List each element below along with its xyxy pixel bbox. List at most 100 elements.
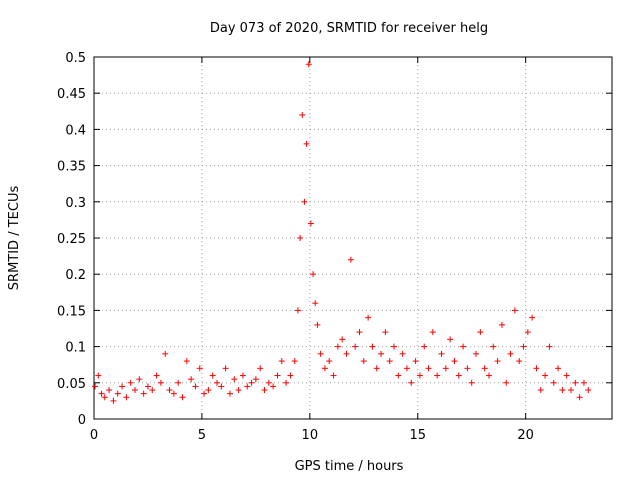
data-point xyxy=(395,372,402,379)
data-point xyxy=(373,365,380,372)
data-point xyxy=(563,372,570,379)
data-point xyxy=(287,372,294,379)
data-point xyxy=(533,365,540,372)
x-tick-label: 20 xyxy=(517,428,534,443)
data-point xyxy=(301,198,308,205)
data-point xyxy=(299,111,306,118)
data-point xyxy=(529,314,536,321)
data-point xyxy=(239,372,246,379)
data-point xyxy=(429,329,436,336)
data-point xyxy=(101,394,108,401)
y-tick-label: 0.3 xyxy=(65,196,86,211)
data-point xyxy=(303,140,310,147)
data-point xyxy=(291,358,298,365)
data-points xyxy=(92,61,592,404)
data-point xyxy=(485,372,492,379)
data-point xyxy=(244,383,251,390)
data-point xyxy=(265,379,272,386)
data-point xyxy=(188,376,195,383)
y-tick-labels: 0 0.05 0.1 0.15 0.2 0.25 0.3 0.35 0.4 0.45 0.5 xyxy=(57,51,86,428)
y-tick-label: 0.05 xyxy=(57,377,86,392)
data-point xyxy=(460,343,467,350)
data-point xyxy=(179,394,186,401)
data-point xyxy=(503,379,510,386)
data-point xyxy=(334,343,341,350)
data-point xyxy=(399,350,406,357)
data-point xyxy=(157,379,164,386)
data-point xyxy=(468,379,475,386)
data-point xyxy=(314,321,321,328)
data-point xyxy=(550,379,557,386)
data-point xyxy=(209,372,216,379)
y-tick-label: 0.25 xyxy=(57,232,86,247)
data-point xyxy=(235,387,242,394)
data-point xyxy=(447,336,454,343)
data-point xyxy=(559,387,566,394)
data-point xyxy=(421,343,428,350)
data-point xyxy=(434,372,441,379)
y-tick-label: 0.15 xyxy=(57,304,86,319)
y-tick-label: 0.45 xyxy=(57,87,86,102)
data-point xyxy=(498,321,505,328)
data-point xyxy=(270,383,277,390)
y-tick-label: 0.35 xyxy=(57,160,86,175)
data-point xyxy=(524,329,531,336)
data-point xyxy=(294,307,301,314)
data-point xyxy=(481,365,488,372)
data-point xyxy=(580,379,587,386)
data-point xyxy=(127,379,134,386)
data-point xyxy=(218,383,225,390)
data-point xyxy=(356,329,363,336)
data-point xyxy=(196,365,203,372)
data-point xyxy=(214,379,221,386)
data-point xyxy=(231,376,238,383)
data-point xyxy=(490,343,497,350)
data-point xyxy=(201,390,208,397)
data-point xyxy=(473,350,480,357)
x-axis-title: GPS time / hours xyxy=(295,459,404,474)
data-point xyxy=(278,358,285,365)
data-point xyxy=(274,372,281,379)
data-point xyxy=(585,387,592,394)
x-tick-label: 0 xyxy=(90,428,98,443)
data-point xyxy=(257,365,264,372)
data-point xyxy=(175,379,182,386)
data-point xyxy=(95,372,102,379)
data-point xyxy=(507,350,514,357)
data-point xyxy=(369,343,376,350)
y-tick-label: 0.5 xyxy=(65,51,86,66)
data-point xyxy=(412,358,419,365)
data-point xyxy=(149,387,156,394)
data-point xyxy=(119,383,126,390)
data-point xyxy=(248,379,255,386)
data-point xyxy=(352,343,359,350)
data-point xyxy=(136,376,143,383)
data-point xyxy=(494,358,501,365)
data-point xyxy=(132,387,139,394)
y-axis-title: SRMTID / TECUs xyxy=(7,186,22,291)
data-point xyxy=(343,350,350,357)
data-point xyxy=(572,379,579,386)
data-point xyxy=(305,61,312,68)
data-point xyxy=(347,256,354,263)
data-point xyxy=(170,390,177,397)
axis-ticks xyxy=(93,56,612,420)
data-point xyxy=(317,350,324,357)
data-point xyxy=(162,350,169,357)
data-point xyxy=(205,387,212,394)
data-point xyxy=(425,365,432,372)
data-point xyxy=(451,358,458,365)
data-point xyxy=(386,358,393,365)
data-point xyxy=(477,329,484,336)
data-point xyxy=(555,365,562,372)
data-point xyxy=(378,350,385,357)
data-point xyxy=(98,390,105,397)
data-point xyxy=(110,397,117,404)
data-point xyxy=(226,390,233,397)
x-tick-labels: 0 5 10 15 20 xyxy=(90,428,534,443)
y-tick-label: 0 xyxy=(78,413,86,428)
data-point xyxy=(455,372,462,379)
data-point xyxy=(511,307,518,314)
data-point xyxy=(183,358,190,365)
